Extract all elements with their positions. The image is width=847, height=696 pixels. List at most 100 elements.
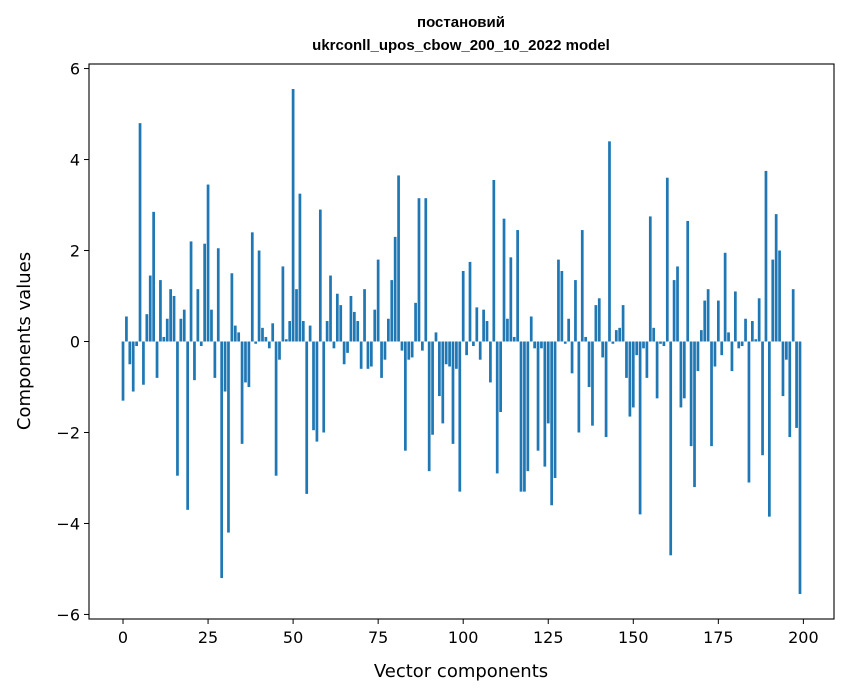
bar-series xyxy=(121,89,802,594)
x-axis-ticks: 0 25 50 75 100 125 150 175 200 xyxy=(118,619,819,647)
bar xyxy=(250,232,254,342)
bar xyxy=(162,336,166,342)
bar xyxy=(621,305,625,342)
bar xyxy=(557,259,560,342)
bar xyxy=(264,336,268,342)
bar xyxy=(536,341,540,451)
bar xyxy=(434,332,438,342)
bar xyxy=(472,341,475,347)
bar xyxy=(716,300,720,342)
bar xyxy=(553,341,557,478)
bar xyxy=(652,327,656,342)
bar xyxy=(710,341,713,447)
bar xyxy=(291,89,295,342)
plot-frame xyxy=(88,63,835,620)
bar xyxy=(785,341,788,360)
bar xyxy=(506,318,509,342)
bar xyxy=(438,341,441,397)
bar xyxy=(223,341,227,392)
x-tick-label: 125 xyxy=(533,628,564,647)
bar xyxy=(703,300,707,342)
bar xyxy=(740,341,744,347)
bar xyxy=(410,341,414,358)
bar xyxy=(723,252,727,342)
bar xyxy=(563,341,567,344)
bar xyxy=(271,323,275,342)
bar xyxy=(421,341,424,351)
bar xyxy=(159,280,162,342)
y-tick-label: 2 xyxy=(70,242,80,261)
bar xyxy=(366,341,370,369)
bar xyxy=(298,193,302,342)
bar xyxy=(189,241,193,342)
x-tick-label: 175 xyxy=(703,628,734,647)
bar xyxy=(247,341,251,387)
bar xyxy=(540,341,543,349)
bar xyxy=(529,316,533,342)
bar xyxy=(625,341,628,378)
bar xyxy=(148,275,152,342)
bar xyxy=(427,341,431,472)
bar xyxy=(757,298,761,342)
bar xyxy=(339,305,343,342)
bar xyxy=(635,341,639,356)
bar xyxy=(400,341,404,351)
chart-title: постановий xyxy=(417,14,505,31)
bar xyxy=(349,296,353,342)
bar xyxy=(213,341,217,378)
bar xyxy=(485,321,489,342)
bar xyxy=(489,341,492,383)
bar xyxy=(499,341,502,413)
x-tick-label: 25 xyxy=(198,628,218,647)
bar xyxy=(230,273,234,342)
bar xyxy=(730,341,734,372)
bar xyxy=(176,341,179,476)
bar xyxy=(737,341,741,349)
bar xyxy=(458,341,462,492)
bar xyxy=(587,341,591,387)
bar xyxy=(754,339,758,342)
bar xyxy=(655,341,659,399)
bar xyxy=(662,341,666,347)
bar xyxy=(373,309,377,342)
bar xyxy=(659,341,662,344)
bar xyxy=(295,289,298,342)
bar xyxy=(560,270,564,342)
bar xyxy=(281,266,285,342)
y-axis-ticks: −6 −4 −2 0 2 4 6 xyxy=(56,60,89,624)
bar xyxy=(771,259,775,342)
bar xyxy=(199,341,203,347)
bar xyxy=(461,270,465,342)
bar xyxy=(502,218,506,342)
bar xyxy=(604,341,608,438)
bar xyxy=(601,341,605,358)
bar xyxy=(448,341,451,367)
bar xyxy=(597,298,601,342)
bar xyxy=(244,341,247,383)
bar xyxy=(288,321,292,342)
x-tick-label: 200 xyxy=(788,628,819,647)
bar xyxy=(135,341,138,347)
bar xyxy=(492,180,496,342)
bar xyxy=(795,341,798,428)
bar xyxy=(237,332,241,342)
bar xyxy=(648,216,652,342)
bar xyxy=(414,302,417,342)
bar xyxy=(751,321,754,342)
bar xyxy=(478,341,482,360)
bar xyxy=(342,341,346,365)
bar xyxy=(761,341,764,456)
bar xyxy=(631,341,635,408)
x-tick-label: 50 xyxy=(283,628,303,647)
bar xyxy=(125,316,128,342)
bar xyxy=(516,230,519,342)
bar xyxy=(768,341,771,517)
bar xyxy=(363,289,366,342)
bar xyxy=(301,321,305,342)
bar xyxy=(390,280,394,342)
bar xyxy=(142,341,145,385)
bar xyxy=(594,305,598,342)
bar xyxy=(570,341,574,374)
bar xyxy=(791,289,795,342)
